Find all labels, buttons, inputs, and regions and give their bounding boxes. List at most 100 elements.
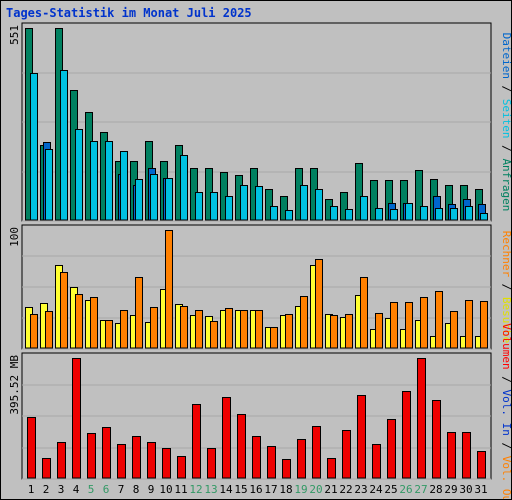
bar-volumen-day-6 <box>102 427 111 479</box>
bar-rechner-day-18 <box>285 314 293 349</box>
bar-rechner-day-11 <box>180 306 188 349</box>
x-tick-day-31: 31 <box>474 483 487 496</box>
x-tick-day-20: 20 <box>309 483 322 496</box>
x-tick-day-6: 6 <box>103 483 110 496</box>
bar-volumen-day-1 <box>27 417 36 479</box>
bar-seiten-day-6 <box>105 141 113 221</box>
bar-seiten-day-25 <box>390 209 398 221</box>
bar-rechner-day-6 <box>105 320 113 349</box>
bar-volumen-day-3 <box>57 442 66 479</box>
bar-seiten-day-20 <box>315 189 323 221</box>
bar-volumen-day-29 <box>447 432 456 479</box>
bar-rechner-day-14 <box>225 308 233 349</box>
bar-seiten-day-26 <box>405 203 413 221</box>
x-tick-day-12: 12 <box>189 483 202 496</box>
side-label-seiten: Seiten <box>500 99 511 139</box>
bar-volumen-day-7 <box>117 444 126 479</box>
bar-rechner-day-3 <box>60 272 68 349</box>
bar-volumen-day-16 <box>252 436 261 479</box>
bar-volumen-day-22 <box>342 430 351 479</box>
bar-seiten-day-29 <box>450 208 458 221</box>
side-label-volumen: Volumen <box>500 323 511 369</box>
bar-volumen-day-24 <box>372 444 381 479</box>
bar-volumen-day-10 <box>162 448 171 479</box>
bar-rechner-day-8 <box>135 277 143 349</box>
bar-anfragen-day-23 <box>355 163 363 221</box>
x-tick-day-29: 29 <box>444 483 457 496</box>
bar-volumen-day-5 <box>87 433 96 479</box>
bar-volumen-day-28 <box>432 400 441 479</box>
bar-seiten-day-16 <box>255 186 263 221</box>
x-tick-day-30: 30 <box>459 483 472 496</box>
bar-rechner-day-15 <box>240 310 248 349</box>
bar-rechner-day-23 <box>360 277 368 349</box>
bar-rechner-day-28 <box>435 291 443 349</box>
x-tick-day-21: 21 <box>324 483 337 496</box>
bar-volumen-day-27 <box>417 358 426 479</box>
panel-2-side-label: Volumen / Vol. In / Vol. Out <box>500 323 511 499</box>
x-tick-day-11: 11 <box>174 483 187 496</box>
x-tick-day-18: 18 <box>279 483 292 496</box>
panel-1-side-label: Rechner / Besuche <box>500 231 511 344</box>
bar-rechner-day-22 <box>345 314 353 349</box>
x-tick-day-10: 10 <box>159 483 172 496</box>
x-tick-day-25: 25 <box>384 483 397 496</box>
bar-volumen-day-20 <box>312 426 321 479</box>
bar-volumen-day-21 <box>327 458 336 479</box>
bar-volumen-day-9 <box>147 442 156 479</box>
bar-volumen-day-13 <box>207 448 216 479</box>
bar-anfragen-day-24 <box>370 180 378 221</box>
bar-rechner-day-26 <box>405 302 413 349</box>
x-tick-day-17: 17 <box>264 483 277 496</box>
x-tick-day-13: 13 <box>204 483 217 496</box>
bar-seiten-day-2 <box>45 149 53 221</box>
x-tick-day-28: 28 <box>429 483 442 496</box>
bar-rechner-day-31 <box>480 301 488 349</box>
side-label-besuche: Besuche <box>500 297 511 343</box>
bar-seiten-day-7 <box>120 151 128 221</box>
bar-rechner-day-10 <box>165 230 173 349</box>
bar-rechner-day-30 <box>465 300 473 349</box>
bar-seiten-day-27 <box>420 206 428 221</box>
bar-seiten-day-28 <box>435 208 443 221</box>
x-tick-day-14: 14 <box>219 483 233 496</box>
x-tick-day-16: 16 <box>249 483 262 496</box>
bar-seiten-day-15 <box>240 185 248 221</box>
bar-anfragen-day-22 <box>340 192 348 221</box>
bar-rechner-day-13 <box>210 321 218 349</box>
bar-volumen-day-30 <box>462 432 471 479</box>
x-tick-day-22: 22 <box>339 483 352 496</box>
bar-volumen-day-31 <box>477 451 486 479</box>
x-tick-day-3: 3 <box>58 483 65 496</box>
bar-seiten-day-19 <box>300 185 308 221</box>
bar-volumen-day-4 <box>72 358 81 479</box>
panel-1-max-label: 100 <box>8 227 21 247</box>
bar-volumen-day-12 <box>192 404 201 479</box>
bar-seiten-day-9 <box>150 174 158 221</box>
side-label-anfragen: Anfragen <box>500 158 511 211</box>
bar-volumen-day-23 <box>357 395 366 479</box>
bar-rechner-day-27 <box>420 297 428 349</box>
bar-volumen-day-19 <box>297 439 306 479</box>
bar-seiten-day-13 <box>210 192 218 221</box>
x-tick-day-24: 24 <box>369 483 383 496</box>
bar-rechner-day-21 <box>330 315 338 349</box>
bar-rechner-day-9 <box>150 307 158 349</box>
bar-rechner-day-4 <box>75 294 83 349</box>
bar-rechner-day-20 <box>315 259 323 349</box>
side-label-dateien: Dateien <box>500 33 511 79</box>
bar-rechner-day-12 <box>195 310 203 349</box>
bar-rechner-day-16 <box>255 310 263 349</box>
bar-volumen-day-8 <box>132 436 141 479</box>
bar-seiten-day-12 <box>195 192 203 221</box>
bar-seiten-day-31 <box>480 213 488 221</box>
bar-seiten-day-24 <box>375 208 383 221</box>
x-tick-day-1: 1 <box>28 483 35 496</box>
side-label-vol-in: Vol. In <box>500 390 511 436</box>
bar-anfragen-day-27 <box>415 170 423 221</box>
x-tick-day-15: 15 <box>234 483 247 496</box>
panel-0-side-label: Dateien / Seiten / Anfragen <box>500 33 511 212</box>
bar-rechner-day-19 <box>300 296 308 349</box>
